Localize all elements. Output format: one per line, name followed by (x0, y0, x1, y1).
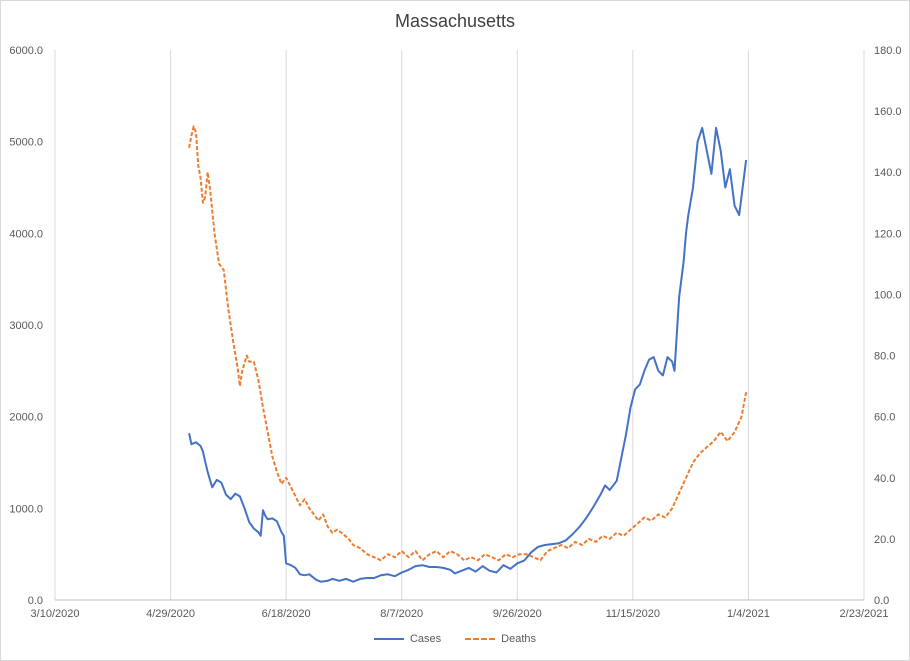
x-tick-label: 9/26/2020 (493, 608, 542, 620)
y-right-tick-label: 140.0 (874, 167, 902, 179)
y-left-tick-label: 5000.0 (9, 137, 43, 149)
y-right-tick-label: 120.0 (874, 228, 902, 240)
y-right-tick-label: 80.0 (874, 351, 895, 363)
legend-swatch-deaths (465, 638, 496, 640)
legend-label-cases: Cases (409, 633, 442, 645)
x-tick-label: 1/4/2021 (727, 608, 770, 620)
legend-swatch-cases (373, 638, 404, 640)
x-tick-label: 8/7/2020 (380, 608, 423, 620)
y-right-tick-label: 0.0 (874, 595, 889, 607)
y-right-tick-label: 40.0 (874, 473, 895, 485)
x-tick-label: 2/23/2021 (840, 608, 889, 620)
chart-title: Massachusetts (394, 11, 516, 31)
legend-label-deaths: Deaths (501, 633, 537, 645)
legend-item-deaths: Deaths (465, 633, 536, 645)
y-left-tick-label: 2000.0 (9, 412, 43, 424)
y-right-tick-label: 180.0 (874, 45, 902, 57)
x-tick-label: 11/15/2020 (606, 608, 660, 620)
y-left-tick-label: 0.0 (28, 595, 43, 607)
x-tick-label: 3/10/2020 (31, 608, 80, 620)
legend: Cases Deaths (1, 633, 909, 645)
y-left-tick-label: 3000.0 (9, 320, 43, 332)
y-left-tick-label: 1000.0 (9, 503, 43, 515)
y-right-tick-label: 60.0 (874, 412, 895, 424)
series-line-deaths (188, 125, 748, 562)
y-right-tick-label: 100.0 (874, 289, 902, 301)
legend-item-cases: Cases (373, 633, 442, 645)
x-tick-label: 6/18/2020 (262, 608, 311, 620)
y-right-tick-label: 160.0 (874, 106, 902, 118)
x-tick-label: 4/29/2020 (146, 608, 195, 620)
series-line-cases (188, 126, 748, 583)
y-left-tick-label: 4000.0 (9, 228, 43, 240)
y-right-tick-label: 20.0 (874, 534, 895, 546)
y-left-tick-label: 6000.0 (9, 45, 43, 57)
